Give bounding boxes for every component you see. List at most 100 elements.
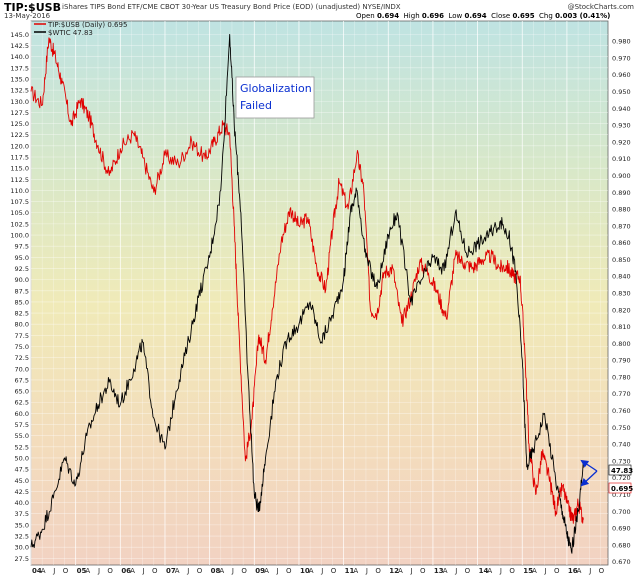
right-tick-label: 0.870	[612, 222, 631, 230]
x-tick-label: A	[41, 567, 46, 575]
x-tick-label: J	[410, 567, 413, 575]
x-tick-label: A	[353, 567, 358, 575]
left-tick-label: 117.5	[10, 154, 29, 162]
right-tick-label: 0.950	[612, 88, 631, 96]
left-tick-label: 80.0	[15, 321, 29, 329]
right-tick-label: 0.940	[612, 105, 631, 113]
x-tick-label: J	[365, 567, 368, 575]
series-line-tip-usb	[30, 37, 584, 524]
right-tick-label: 0.830	[612, 290, 631, 298]
close-label: Close	[491, 12, 511, 20]
series-lines	[30, 33, 584, 554]
left-tick-label: 55.0	[15, 432, 29, 440]
left-tick-label: 135.0	[10, 75, 29, 83]
x-tick-label: O	[509, 567, 515, 575]
legend: TIP:$USB (Daily) 0.695 $WTIC 47.83	[34, 21, 127, 37]
x-tick-label: 16	[568, 567, 578, 575]
x-tick-label: O	[465, 567, 471, 575]
right-tick-label: 0.730	[612, 457, 631, 465]
left-tick-label: 37.5	[15, 510, 29, 518]
x-tick-label: 08	[211, 567, 221, 575]
x-tick-label: 04	[32, 567, 42, 575]
x-tick-label: A	[219, 567, 224, 575]
left-tick-label: 120.0	[10, 142, 29, 150]
left-tick-label: 70.0	[15, 365, 29, 373]
x-tick-label: O	[599, 567, 605, 575]
left-tick-label: 115.0	[10, 165, 29, 173]
x-tick-label: O	[331, 567, 337, 575]
left-tick-label: 112.5	[10, 176, 29, 184]
wtic-price-tag: 47.83	[611, 467, 633, 475]
x-tick-label: 11	[345, 567, 355, 575]
right-tick-label: 0.740	[612, 441, 631, 449]
x-tick-label: O	[63, 567, 69, 575]
left-tick-label: 122.5	[10, 131, 29, 139]
x-tick-label: O	[107, 567, 113, 575]
left-tick-label: 90.0	[15, 276, 29, 284]
x-tick-label: A	[130, 567, 135, 575]
right-tick-label: 0.900	[612, 172, 631, 180]
grid-lines	[30, 21, 608, 565]
left-tick-label: 42.5	[15, 488, 29, 496]
x-tick-label: A	[264, 567, 269, 575]
x-tick-label: J	[97, 567, 100, 575]
x-tick-label: O	[375, 567, 381, 575]
right-tick-label: 0.720	[612, 474, 631, 482]
left-tick-label: 127.5	[10, 109, 29, 117]
right-tick-label: 0.760	[612, 407, 631, 415]
x-tick-label: O	[286, 567, 292, 575]
x-tick-label: O	[152, 567, 158, 575]
left-tick-label: 30.0	[15, 544, 29, 552]
x-tick-label: J	[588, 567, 591, 575]
x-tick-label: J	[142, 567, 145, 575]
left-tick-label: 142.5	[10, 42, 29, 50]
x-tick-label: A	[398, 567, 403, 575]
right-tick-label: 0.750	[612, 424, 631, 432]
right-tick-label: 0.670	[612, 558, 631, 566]
left-tick-label: 125.0	[10, 120, 29, 128]
legend-entry-ratio: TIP:$USB (Daily) 0.695	[47, 21, 127, 29]
x-tick-label: 12	[389, 567, 399, 575]
high-value: 0.696	[421, 12, 445, 20]
x-tick-label: J	[231, 567, 234, 575]
left-axis-ticks: 27.5 30.0 32.5 35.0 37.5 40.0 42.5 45.0 47.5 50.0…	[10, 31, 29, 563]
low-value: 0.694	[464, 12, 487, 20]
x-tick-label: J	[499, 567, 502, 575]
right-tick-label: 0.860	[612, 239, 631, 247]
right-tick-label: 0.910	[612, 155, 631, 163]
right-tick-label: 0.700	[612, 508, 631, 516]
right-tick-label: 0.790	[612, 357, 631, 365]
left-tick-label: 145.0	[10, 31, 29, 39]
low-label: Low	[448, 12, 463, 20]
x-tick-label: J	[320, 567, 323, 575]
left-tick-label: 92.5	[15, 265, 29, 273]
left-tick-label: 62.5	[15, 399, 29, 407]
ohlc-readout: Open 0.694 High 0.696 Low 0.694 Close 0.…	[356, 12, 610, 20]
right-axis-ticks: 0.670 0.680 0.690 0.700 0.710 0.720 0.730 0.740…	[612, 38, 631, 566]
right-tick-label: 0.770	[612, 390, 631, 398]
left-tick-label: 35.0	[15, 521, 29, 529]
left-tick-label: 137.5	[10, 64, 29, 72]
x-tick-label: A	[487, 567, 492, 575]
symbol-title: TIP:$USB	[4, 1, 61, 14]
legend-entry-wtic: $WTIC 47.83	[48, 29, 93, 37]
x-tick-label: 09	[255, 567, 265, 575]
left-tick-label: 107.5	[10, 198, 29, 206]
x-tick-label: 13	[434, 567, 444, 575]
x-tick-label: J	[276, 567, 279, 575]
left-tick-label: 77.5	[15, 332, 29, 340]
brand-credit: @StockCharts.com	[567, 3, 634, 11]
x-tick-label: J	[52, 567, 55, 575]
chg-label: Chg	[539, 12, 553, 20]
chart-header: TIP:$USB iShares TIPS Bond ETF/CME CBOT …	[0, 0, 640, 20]
left-tick-label: 82.5	[15, 310, 29, 318]
annotation-line2: Failed	[240, 99, 272, 112]
left-tick-label: 102.5	[10, 220, 29, 228]
left-tick-label: 75.0	[15, 343, 29, 351]
right-tick-label: 0.680	[612, 541, 631, 549]
right-tick-label: 0.970	[612, 54, 631, 62]
left-tick-label: 105.0	[10, 209, 29, 217]
right-tick-label: 0.710	[612, 491, 631, 499]
x-tick-label: A	[85, 567, 90, 575]
